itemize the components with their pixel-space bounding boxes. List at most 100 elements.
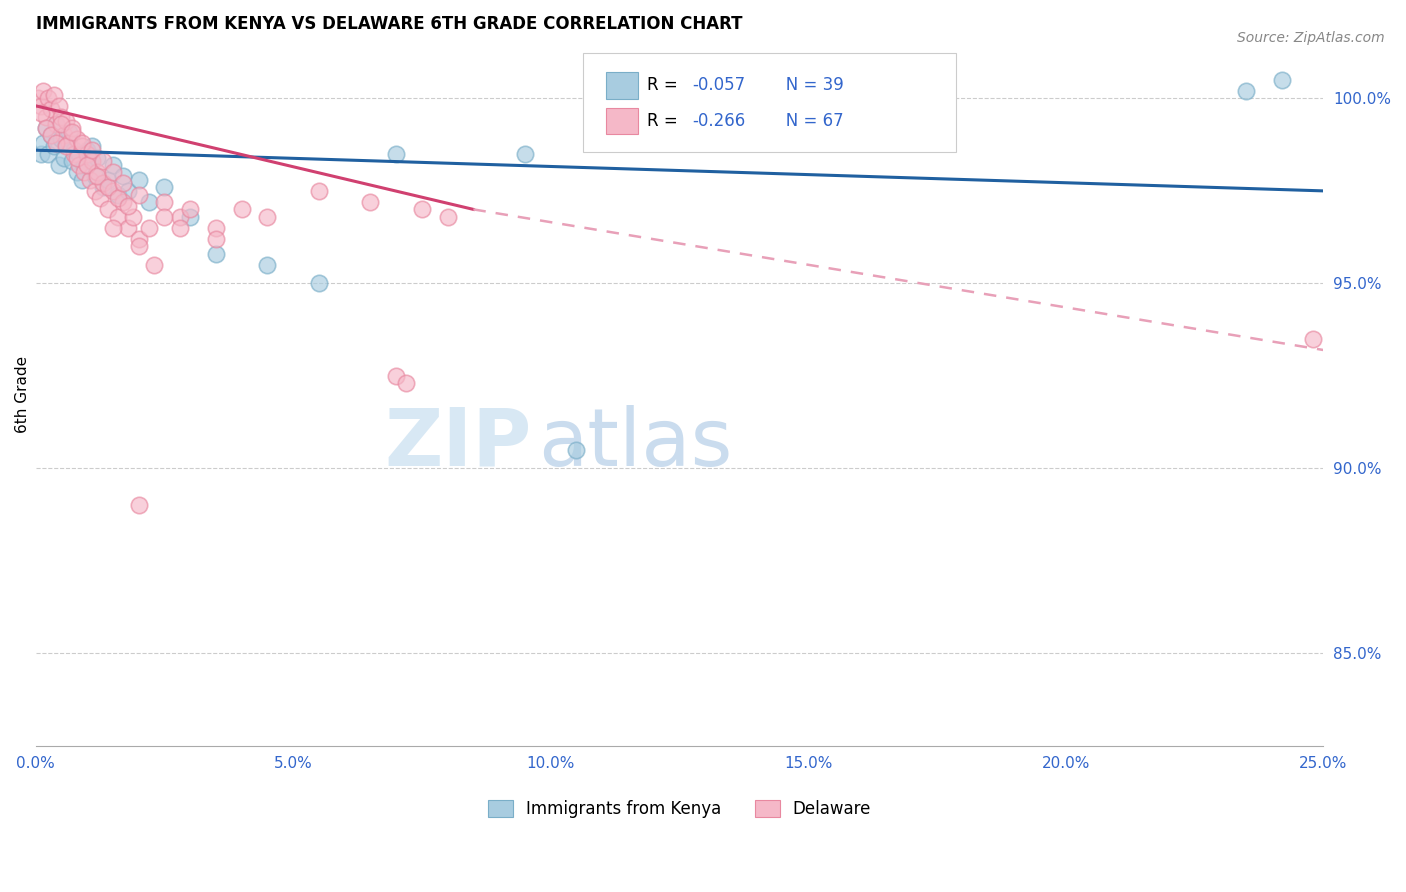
Point: [35, 120, 58, 135]
Point: [83, 169, 105, 183]
Point: [359, 194, 381, 209]
Point: [55, 139, 77, 153]
Point: [32, 136, 55, 150]
Point: [128, 232, 150, 246]
Point: [385, 147, 408, 161]
Point: [138, 194, 160, 209]
Point: [112, 194, 135, 209]
Point: [45, 136, 67, 150]
Point: [79, 154, 101, 169]
Point: [76, 147, 98, 161]
Point: [58, 136, 80, 150]
Point: [385, 368, 408, 383]
Point: [86, 169, 108, 183]
Point: [66, 151, 89, 165]
Point: [70, 173, 93, 187]
Point: [39, 128, 62, 143]
Point: [66, 132, 89, 146]
Point: [60, 154, 83, 169]
Point: [58, 125, 80, 139]
Text: Source: ZipAtlas.com: Source: ZipAtlas.com: [1237, 31, 1385, 45]
Point: [122, 210, 145, 224]
Point: [107, 210, 129, 224]
Point: [73, 158, 96, 172]
Point: [1271, 73, 1294, 87]
Point: [411, 202, 433, 217]
Point: [256, 210, 278, 224]
Point: [91, 177, 114, 191]
FancyBboxPatch shape: [606, 108, 638, 135]
Point: [128, 239, 150, 253]
Text: R =: R =: [647, 76, 683, 94]
Text: N = 39: N = 39: [769, 76, 844, 94]
Text: -0.266: -0.266: [692, 112, 745, 130]
Point: [39, 103, 62, 117]
Point: [55, 136, 77, 150]
Text: N = 67: N = 67: [769, 112, 844, 130]
Point: [205, 232, 228, 246]
Point: [97, 173, 120, 187]
Point: [112, 169, 135, 183]
Point: [1234, 84, 1257, 98]
Point: [153, 180, 176, 194]
Point: [205, 247, 228, 261]
Point: [97, 180, 120, 194]
Point: [256, 258, 278, 272]
Point: [82, 154, 104, 169]
FancyBboxPatch shape: [583, 54, 956, 152]
FancyBboxPatch shape: [606, 72, 638, 99]
Point: [565, 442, 588, 457]
Point: [37, 91, 59, 105]
Point: [82, 143, 104, 157]
Point: [35, 110, 58, 124]
Point: [153, 210, 176, 224]
Point: [1302, 332, 1324, 346]
Point: [70, 139, 93, 153]
Text: R =: R =: [647, 112, 683, 130]
Point: [128, 173, 150, 187]
Y-axis label: 6th Grade: 6th Grade: [15, 356, 30, 433]
Point: [63, 147, 86, 161]
Point: [513, 147, 536, 161]
Point: [101, 165, 124, 179]
Point: [107, 187, 129, 202]
Point: [63, 143, 86, 157]
Point: [395, 376, 418, 391]
Point: [231, 202, 253, 217]
Point: [308, 184, 330, 198]
Point: [117, 199, 139, 213]
Point: [82, 139, 104, 153]
Point: [101, 220, 124, 235]
Point: [70, 136, 93, 150]
Point: [89, 191, 111, 205]
Point: [79, 173, 101, 187]
Point: [205, 220, 228, 235]
Point: [30, 147, 52, 161]
Point: [308, 277, 330, 291]
Point: [436, 210, 458, 224]
Point: [52, 128, 75, 143]
Point: [143, 258, 166, 272]
Point: [67, 158, 90, 172]
Point: [37, 147, 59, 161]
Point: [30, 106, 52, 120]
Point: [55, 113, 77, 128]
Point: [73, 165, 96, 179]
Legend: Immigrants from Kenya, Delaware: Immigrants from Kenya, Delaware: [481, 793, 877, 824]
Point: [76, 143, 98, 157]
Point: [91, 180, 114, 194]
Point: [91, 154, 114, 169]
Point: [51, 110, 73, 124]
Point: [39, 128, 62, 143]
Point: [112, 177, 135, 191]
Point: [128, 499, 150, 513]
Point: [169, 210, 191, 224]
Point: [117, 184, 139, 198]
Point: [42, 87, 65, 102]
Point: [51, 117, 73, 131]
Point: [138, 220, 160, 235]
Point: [128, 187, 150, 202]
Point: [107, 191, 129, 205]
Text: ZIP: ZIP: [384, 405, 531, 483]
Point: [117, 220, 139, 235]
